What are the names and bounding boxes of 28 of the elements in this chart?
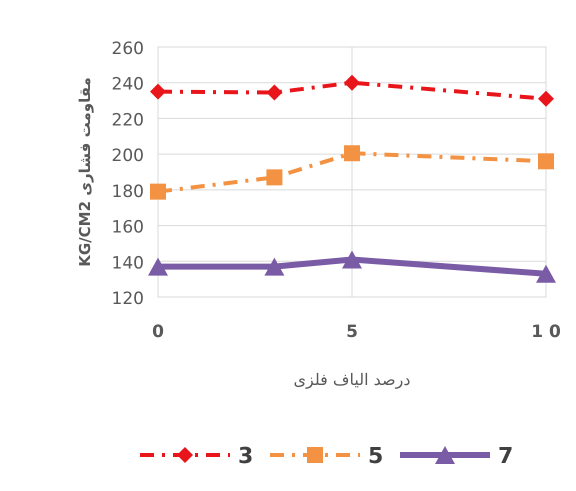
point [342,250,362,268]
y-tick-label: 180 [112,182,144,202]
y-tick-label: 200 [112,146,144,166]
point [266,169,282,186]
y-tick-label: 160 [112,218,144,238]
point [148,258,168,276]
y-tick-label: 240 [112,74,144,95]
x-tick-label: 5 [346,322,358,342]
legend-label: 7 [498,444,514,469]
legend-label: 5 [368,444,384,469]
point [538,90,554,107]
legend-label: 3 [238,444,254,469]
point [266,84,282,101]
y-axis-title: مقاومت فشاری KG/CM2 [76,77,94,267]
y-tick-label: 220 [112,110,144,130]
point [538,153,554,170]
point [150,84,166,100]
point [264,258,284,276]
point [150,184,166,200]
x-axis-title: درصد الیاف فلزی [294,370,410,389]
x-tick-label: 1 0 [531,322,561,342]
y-tick-label: 140 [112,253,144,274]
y-tick-label: 260 [112,39,144,59]
point [536,264,556,283]
x-tick-label: 0 [152,322,164,342]
point [344,145,360,162]
y-tick-label: 120 [112,289,144,309]
point [344,74,360,91]
